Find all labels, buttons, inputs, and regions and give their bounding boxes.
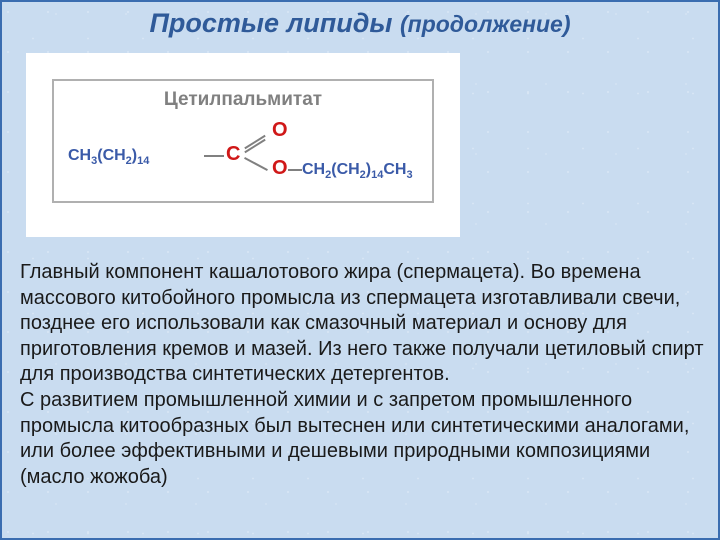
carbon-atom: C bbox=[226, 143, 240, 166]
oxygen-right: O bbox=[272, 157, 288, 180]
bond-left bbox=[204, 155, 224, 157]
compound-name: Цетилпальмитат bbox=[54, 89, 432, 111]
body-text: Главный компонент кашалотового жира (спе… bbox=[20, 260, 704, 490]
single-bond-o bbox=[244, 157, 268, 171]
chemical-diagram: Цетилпальмитат CH3(CH2)14 C O O CH2(CH2)… bbox=[26, 53, 460, 237]
paragraph-1: Главный компонент кашалотового жира (спе… bbox=[20, 260, 704, 388]
formula-right-group: CH2(CH2)14CH3 bbox=[302, 161, 413, 181]
paragraph-2: С развитием промышленной химии и с запре… bbox=[20, 388, 704, 490]
page-title: Простые липиды (продолжение) bbox=[2, 2, 718, 39]
title-main: Простые липиды bbox=[149, 8, 400, 38]
oxygen-top: O bbox=[272, 119, 288, 142]
title-sub: (продолжение) bbox=[400, 11, 571, 37]
bond-right bbox=[288, 169, 302, 171]
formula-left-group: CH3(CH2)14 bbox=[68, 147, 149, 167]
diagram-frame: Цетилпальмитат CH3(CH2)14 C O O CH2(CH2)… bbox=[52, 79, 434, 203]
